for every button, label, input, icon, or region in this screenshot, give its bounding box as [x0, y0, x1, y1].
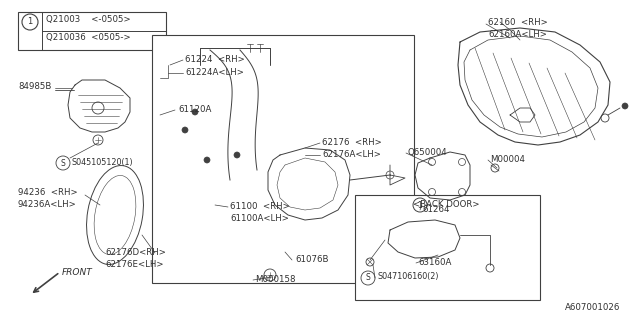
- Circle shape: [234, 152, 240, 158]
- Circle shape: [182, 127, 188, 133]
- Text: Q650004: Q650004: [408, 148, 448, 157]
- Text: 61120A: 61120A: [178, 105, 211, 114]
- Text: 94236  <RH>: 94236 <RH>: [18, 188, 77, 197]
- Circle shape: [204, 157, 210, 163]
- Ellipse shape: [86, 165, 143, 264]
- Text: S: S: [365, 274, 371, 283]
- Text: 61224  <RH>: 61224 <RH>: [185, 55, 244, 64]
- Text: 61264: 61264: [422, 205, 449, 214]
- Text: A607001026: A607001026: [564, 303, 620, 312]
- Text: FRONT: FRONT: [62, 268, 93, 277]
- Text: 63160A: 63160A: [418, 258, 451, 267]
- Circle shape: [622, 103, 628, 109]
- Circle shape: [192, 109, 198, 115]
- Text: 62176A<LH>: 62176A<LH>: [322, 150, 381, 159]
- Bar: [18, 12, 166, 50]
- Text: 62176D<RH>: 62176D<RH>: [105, 248, 166, 257]
- Text: 62160A<LH>: 62160A<LH>: [488, 30, 547, 39]
- Text: M000158: M000158: [255, 275, 296, 284]
- Text: 1: 1: [28, 18, 33, 27]
- Text: 61100  <RH>: 61100 <RH>: [230, 202, 290, 211]
- Text: 61076B: 61076B: [295, 255, 328, 264]
- Bar: [152, 35, 414, 283]
- Text: 61100A<LH>: 61100A<LH>: [230, 214, 289, 223]
- Text: 84985B: 84985B: [18, 82, 51, 91]
- Text: S047106160(2): S047106160(2): [378, 272, 440, 281]
- Bar: [355, 195, 540, 300]
- Ellipse shape: [94, 175, 136, 254]
- Text: 61224A<LH>: 61224A<LH>: [185, 68, 244, 77]
- Text: 62160  <RH>: 62160 <RH>: [488, 18, 548, 27]
- Text: M00004: M00004: [490, 155, 525, 164]
- Text: 62176  <RH>: 62176 <RH>: [322, 138, 381, 147]
- Text: 1: 1: [418, 201, 422, 210]
- Text: S045105120(1): S045105120(1): [72, 158, 134, 167]
- Text: 94236A<LH>: 94236A<LH>: [18, 200, 77, 209]
- Text: S: S: [61, 158, 65, 167]
- Text: Q210036  <0505->: Q210036 <0505->: [46, 33, 131, 42]
- Text: 62176E<LH>: 62176E<LH>: [105, 260, 163, 269]
- Text: <BACK DOOR>: <BACK DOOR>: [413, 200, 479, 209]
- Text: Q21003    <-0505>: Q21003 <-0505>: [46, 15, 131, 24]
